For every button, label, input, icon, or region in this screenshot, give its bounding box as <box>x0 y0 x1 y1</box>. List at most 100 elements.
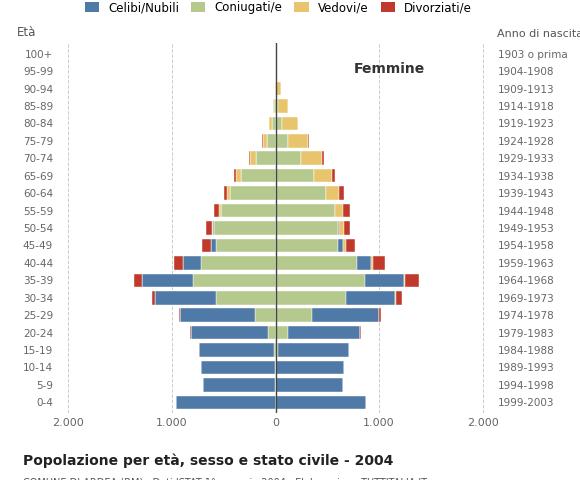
Bar <box>155 291 216 304</box>
Bar <box>339 239 343 252</box>
Bar <box>249 152 250 165</box>
Bar <box>230 186 276 200</box>
Bar <box>276 82 281 96</box>
Bar <box>216 239 276 252</box>
Bar <box>199 343 274 357</box>
Text: Età: Età <box>17 26 36 39</box>
Bar <box>276 204 335 217</box>
Bar <box>311 308 379 322</box>
Bar <box>276 134 288 148</box>
Text: COMUNE DI ARDEA (RM) · Dati ISTAT 1° gennaio 2004 · Elaborazione TUTTITALIA.IT: COMUNE DI ARDEA (RM) · Dati ISTAT 1° gen… <box>23 478 427 480</box>
Bar <box>335 204 343 217</box>
Bar <box>276 291 346 304</box>
Bar <box>180 308 255 322</box>
Bar <box>250 152 256 165</box>
Bar <box>256 152 276 165</box>
Bar <box>308 134 309 148</box>
Bar <box>346 291 396 304</box>
Bar <box>360 326 361 339</box>
Bar <box>276 99 278 113</box>
Bar <box>326 186 339 200</box>
Bar <box>213 221 215 235</box>
Bar <box>215 221 276 235</box>
Bar <box>276 396 365 409</box>
Bar <box>193 274 276 287</box>
Bar <box>175 256 183 270</box>
Bar <box>234 169 236 182</box>
Bar <box>212 221 213 235</box>
Bar <box>276 274 365 287</box>
Bar <box>201 360 275 374</box>
Bar <box>269 117 273 130</box>
Bar <box>179 308 180 322</box>
Bar <box>201 256 276 270</box>
Bar <box>262 134 263 148</box>
Bar <box>276 64 277 78</box>
Bar <box>339 221 344 235</box>
Bar <box>224 186 227 200</box>
Bar <box>276 186 326 200</box>
Bar <box>276 326 288 339</box>
Bar <box>202 239 211 252</box>
Text: Anno di nascita: Anno di nascita <box>498 29 580 39</box>
Bar <box>379 308 381 322</box>
Bar <box>276 343 278 357</box>
Bar <box>267 134 275 148</box>
Bar <box>211 239 216 252</box>
Bar <box>404 274 405 287</box>
Bar <box>273 117 275 130</box>
Bar <box>216 291 276 304</box>
Bar <box>276 360 344 374</box>
Legend: Celibi/Nubili, Coniugati/e, Vedovi/e, Divorziati/e: Celibi/Nubili, Coniugati/e, Vedovi/e, Di… <box>80 0 477 19</box>
Bar <box>241 169 276 182</box>
Bar <box>227 186 230 200</box>
Bar <box>278 99 288 113</box>
Bar <box>276 152 301 165</box>
Text: Femmine: Femmine <box>354 62 425 76</box>
Bar <box>220 204 276 217</box>
Bar <box>405 274 419 287</box>
Bar <box>263 134 267 148</box>
Bar <box>219 204 220 217</box>
Bar <box>343 204 350 217</box>
Bar <box>176 396 276 409</box>
Bar <box>276 378 343 392</box>
Bar <box>273 99 274 113</box>
Text: Popolazione per età, sesso e stato civile - 2004: Popolazione per età, sesso e stato civil… <box>23 454 394 468</box>
Bar <box>301 152 322 165</box>
Bar <box>236 169 241 182</box>
Bar <box>276 169 314 182</box>
Bar <box>206 221 212 235</box>
Bar <box>268 326 276 339</box>
Bar <box>213 204 219 217</box>
Bar <box>346 239 355 252</box>
Bar <box>365 274 404 287</box>
Bar <box>143 274 193 287</box>
Bar <box>288 134 308 148</box>
Bar <box>343 239 346 252</box>
Bar <box>191 326 268 339</box>
Bar <box>276 117 281 130</box>
Bar <box>396 291 403 304</box>
Bar <box>339 186 345 200</box>
Bar <box>278 343 349 357</box>
Bar <box>281 117 298 130</box>
Bar <box>371 256 373 270</box>
Bar <box>183 256 201 270</box>
Bar <box>276 256 357 270</box>
Bar <box>276 239 339 252</box>
Bar <box>274 99 276 113</box>
Bar <box>133 274 142 287</box>
Bar <box>322 152 324 165</box>
Bar <box>373 256 385 270</box>
Bar <box>151 291 155 304</box>
Bar <box>332 169 335 182</box>
Bar <box>276 221 339 235</box>
Bar <box>276 308 311 322</box>
Bar <box>344 221 350 235</box>
Bar <box>274 343 276 357</box>
Bar <box>255 308 276 322</box>
Bar <box>357 256 371 270</box>
Bar <box>203 378 276 392</box>
Bar <box>314 169 332 182</box>
